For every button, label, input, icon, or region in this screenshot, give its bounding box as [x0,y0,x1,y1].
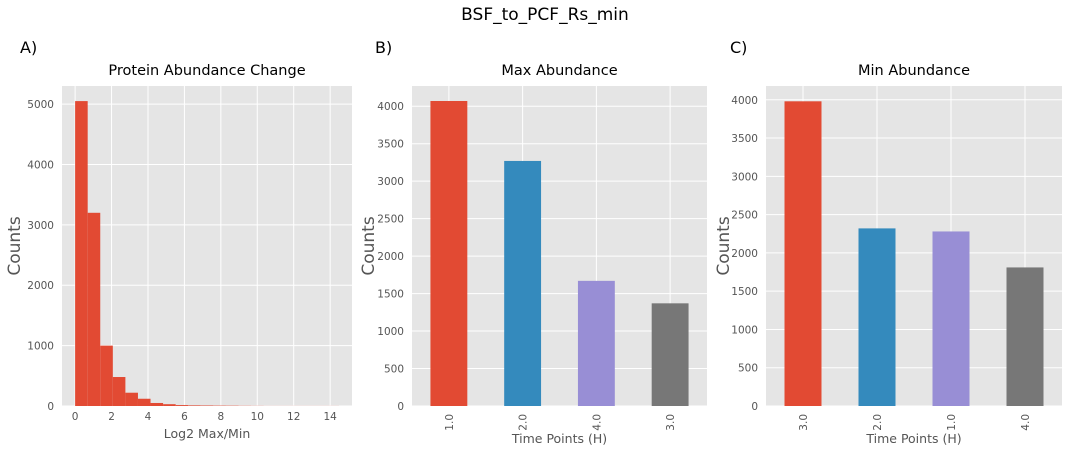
x-axis-label: Time Points (H) [865,431,961,446]
bar [651,303,689,406]
histogram-bar [75,101,88,407]
x-tick-label: 3.0 [798,414,810,431]
y-tick-label: 3000 [27,220,54,232]
bar [784,101,822,406]
x-tick-label: 1.0 [946,414,958,431]
x-tick-label: 12 [287,411,300,423]
y-tick-label: 2000 [731,248,758,260]
chart-title: Max Abundance [501,63,617,79]
chart-panels: A)Protein Abundance Change01000200030004… [5,38,1062,446]
histogram-bar [125,392,138,406]
y-axis-label: Counts [714,216,734,275]
y-tick-label: 1500 [731,286,758,298]
x-tick-label: 3.0 [665,414,677,431]
bar [858,228,896,406]
y-tick-label: 1000 [27,341,54,353]
y-tick-label: 3500 [377,139,404,151]
y-tick-label: 1000 [377,326,404,338]
histogram-bar [163,404,176,406]
bar [1006,267,1044,406]
chart-panel-2: B) Max Abundance 0 500 1000 1500 2000 2500 3000 3… [359,38,707,446]
figure-suptitle: BSF_to_PCF_Rs_min [461,5,629,25]
histogram-bar [188,405,201,406]
x-tick-label: 2 [108,411,115,423]
y-tick-label: 0 [751,401,758,413]
chart-panel-1: A) Protein Abundance Change 0 1000 2000 3000 4… [5,38,352,441]
y-tick-label: 5000 [27,99,54,111]
y-tick-label: 1500 [377,289,404,301]
y-tick-label: 4000 [27,159,54,171]
x-tick-label: 10 [251,411,264,423]
y-axis-label: Counts [359,216,379,275]
y-tick-label: 500 [738,363,758,375]
y-tick-label: 4000 [377,101,404,113]
y-tick-label: 0 [397,401,404,413]
x-tick-label: 2.0 [872,414,884,431]
y-tick-label: 1000 [731,324,758,336]
y-tick-label: 3000 [377,176,404,188]
y-tick-label: 500 [384,364,404,376]
x-tick-label: 8 [218,411,225,423]
histogram-bar [87,212,101,406]
y-tick-label: 2000 [377,251,404,263]
chart-title: Protein Abundance Change [108,63,305,79]
histogram-bar [100,345,113,406]
bar [504,160,542,406]
x-tick-label: 14 [323,411,337,423]
x-tick-label: 4 [145,411,152,423]
chart-panel-3: C) Min Abundance 0 500 1000 1500 2000 2500 3000 3… [714,38,1062,446]
y-tick-label: 3500 [731,133,758,145]
histogram-bar [150,402,164,406]
x-tick-label: 2.0 [518,414,530,431]
x-tick-label: 0 [72,411,79,423]
panel-letter: B) [375,38,392,57]
bar [577,280,615,406]
x-tick-label: 4.0 [591,414,603,431]
chart-title: Min Abundance [858,63,970,79]
histogram-bar [137,398,151,406]
y-tick-label: 3000 [731,171,758,183]
x-axis-label: Log2 Max/Min [164,426,251,441]
y-axis-label: Counts [5,216,25,275]
y-tick-label: 2500 [731,210,758,222]
y-tick-label: 2000 [27,280,54,292]
panel-letter: A) [20,38,37,57]
x-axis-label: Time Points (H) [511,431,607,446]
panel-letter: C) [730,38,747,57]
y-tick-label: 0 [47,401,54,413]
histogram-bar [112,377,126,406]
bar [430,100,468,407]
x-tick-label: 4.0 [1020,414,1032,431]
bar [932,231,970,406]
y-tick-label: 2500 [377,214,404,226]
y-tick-label: 4000 [731,95,758,107]
histogram-bar [175,405,189,406]
x-tick-label: 6 [181,411,188,423]
x-tick-label: 1.0 [444,414,456,431]
